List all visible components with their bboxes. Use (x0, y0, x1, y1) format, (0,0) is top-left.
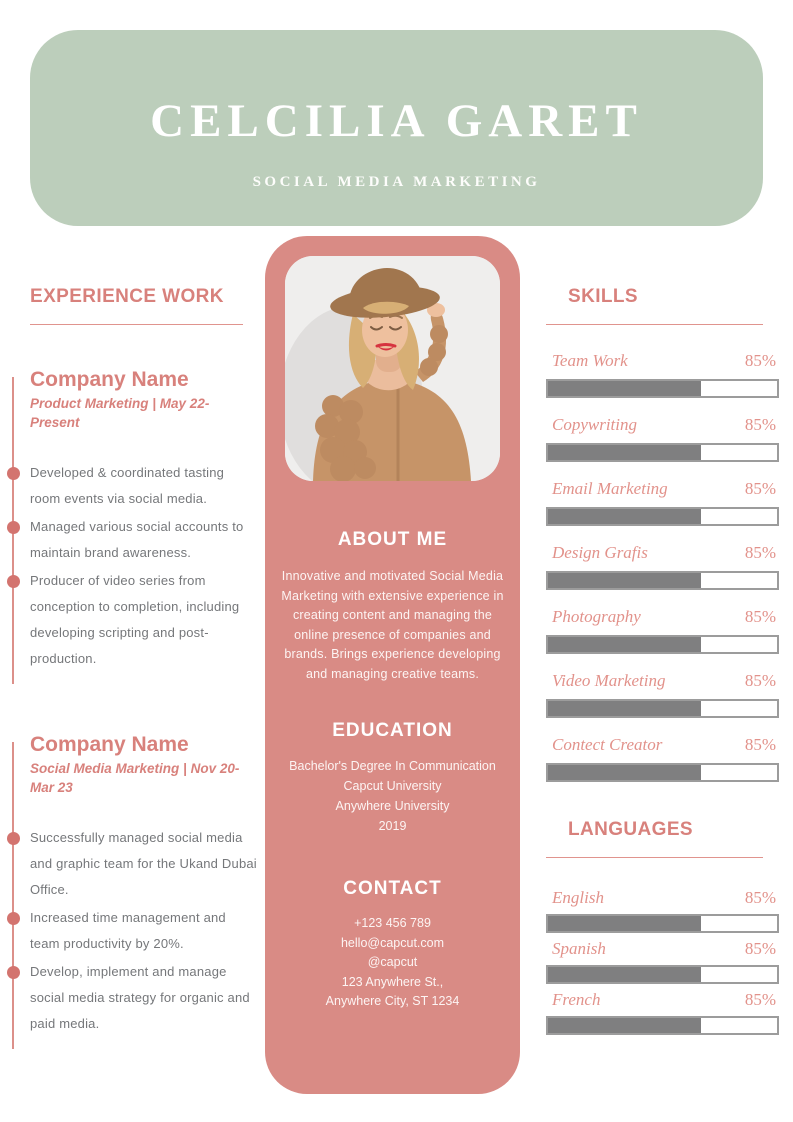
about-text: Innovative and motivated Social Media Ma… (281, 569, 504, 681)
languages-heading: LANGUAGES (568, 819, 693, 840)
skills-section: SKILLS Team Work 85% Copywriting 85% Email… (546, 285, 779, 1041)
language-percent: 85% (744, 990, 776, 1009)
skill-bar-fill (548, 701, 702, 716)
language-bar (546, 1016, 779, 1035)
languages-divider (546, 857, 763, 858)
experience-section: EXPERIENCE WORK Company Name Product Mar… (7, 285, 258, 1049)
language-bar-fill (548, 967, 702, 982)
skills-heading: SKILLS (568, 286, 638, 307)
skill-bar-fill (548, 509, 702, 524)
language-row: Spanish 85% (546, 939, 779, 984)
skill-percent: 85% (744, 415, 776, 434)
skill-label: Design Grafis (552, 543, 648, 562)
education-heading: EDUCATION (332, 720, 453, 741)
skill-bar (546, 379, 779, 398)
skill-bar (546, 443, 779, 462)
person-name: CELCILIA GARET (150, 95, 643, 147)
job-bullet-list: Successfully managed social media and gr… (7, 825, 258, 1037)
job-bullet: Successfully managed social media and gr… (7, 825, 258, 903)
skill-label: Photography (552, 607, 641, 626)
skill-bar-fill (548, 573, 702, 588)
profile-panel: ABOUT ME Innovative and motivated Social… (265, 236, 520, 1094)
experience-heading: EXPERIENCE WORK (30, 286, 224, 307)
portrait-illustration (285, 256, 500, 481)
job-bullet-list: Developed & coordinated tasting room eve… (7, 460, 258, 672)
contact-phone: +123 456 789 (354, 916, 431, 930)
skill-bar (546, 507, 779, 526)
education-location: Anywhere University (335, 799, 450, 813)
contact-city: Anywhere City, ST 1234 (325, 994, 460, 1008)
skill-label: Copywriting (552, 415, 638, 434)
company-name: Company Name (30, 368, 189, 391)
language-label: English (552, 888, 604, 907)
skill-bar-fill (548, 445, 702, 460)
languages-list: English 85% Spanish 85% French 85% (546, 888, 779, 1035)
language-label: Spanish (552, 939, 606, 958)
education-university: Capcut University (343, 779, 442, 793)
job-bullet: Managed various social accounts to maint… (7, 514, 258, 566)
skill-bar (546, 763, 779, 782)
language-percent: 85% (744, 888, 776, 907)
person-job-title: SOCIAL MEDIA MARKETING (252, 174, 541, 190)
skill-percent: 85% (744, 735, 776, 754)
job-bullet: Increased time management and team produ… (7, 905, 258, 957)
header-banner: CELCILIA GARET SOCIAL MEDIA MARKETING (30, 30, 763, 226)
experience-divider (30, 324, 243, 325)
profile-photo (285, 256, 500, 481)
skill-bar (546, 635, 779, 654)
contact-heading: CONTACT (343, 878, 442, 899)
skill-row: Copywriting 85% (546, 415, 779, 462)
skill-percent: 85% (744, 351, 776, 370)
contact-street: 123 Anywhere St., (341, 974, 444, 989)
skills-divider (546, 324, 763, 325)
skill-row: Email Marketing 85% (546, 479, 779, 526)
education-year: 2019 (378, 819, 407, 833)
language-row: English 85% (546, 888, 779, 933)
skill-row: Video Marketing 85% (546, 671, 779, 718)
about-section: ABOUT ME Innovative and motivated Social… (265, 529, 520, 684)
skill-bar-fill (548, 381, 702, 396)
language-bar-fill (548, 1018, 702, 1033)
skill-row: Contect Creator 85% (546, 735, 779, 782)
skill-bar-fill (548, 765, 702, 780)
education-section: EDUCATION Bachelor's Degree In Communica… (265, 720, 520, 836)
skill-percent: 85% (744, 543, 776, 562)
job-role-dates: Product Marketing | May 22-Present (30, 396, 210, 430)
skill-bar-fill (548, 637, 702, 652)
job-bullet: Producer of video series from conception… (7, 568, 258, 672)
contact-details: +123 456 789 hello@capcut.com @capcut 12… (265, 914, 520, 1012)
language-percent: 85% (744, 939, 776, 958)
skill-label: Email Marketing (552, 479, 668, 498)
skill-bar (546, 699, 779, 718)
contact-email: hello@capcut.com (340, 935, 444, 950)
contact-handle: @capcut (367, 955, 418, 969)
skill-percent: 85% (744, 479, 776, 498)
skill-row: Team Work 85% (546, 351, 779, 398)
skill-row: Design Grafis 85% (546, 543, 779, 590)
job-role-dates: Social Media Marketing | Nov 20-Mar 23 (30, 761, 240, 795)
skills-list: Team Work 85% Copywriting 85% Email Market… (546, 351, 779, 782)
company-name: Company Name (30, 733, 189, 756)
about-heading: ABOUT ME (337, 529, 448, 550)
language-label: French (552, 990, 601, 1009)
job-bullet: Develop, implement and manage social med… (7, 959, 258, 1037)
skill-label: Team Work (552, 351, 628, 370)
language-bar (546, 914, 779, 933)
contact-section: CONTACT +123 456 789 hello@capcut.com @c… (265, 878, 520, 1012)
job-entry-2: Company Name Social Media Marketing | No… (7, 732, 258, 1049)
skill-label: Contect Creator (552, 735, 663, 754)
education-degree: Bachelor's Degree In Communication (289, 759, 496, 773)
job-bullet: Developed & coordinated tasting room eve… (7, 460, 258, 512)
skill-bar (546, 571, 779, 590)
language-row: French 85% (546, 990, 779, 1035)
skill-row: Photography 85% (546, 607, 779, 654)
language-bar (546, 965, 779, 984)
skill-percent: 85% (744, 671, 776, 690)
skill-percent: 85% (744, 607, 776, 626)
education-details: Bachelor's Degree In Communication Capcu… (265, 756, 520, 836)
job-entry-1: Company Name Product Marketing | May 22-… (7, 367, 258, 684)
language-bar-fill (548, 916, 702, 931)
skill-label: Video Marketing (552, 671, 666, 690)
